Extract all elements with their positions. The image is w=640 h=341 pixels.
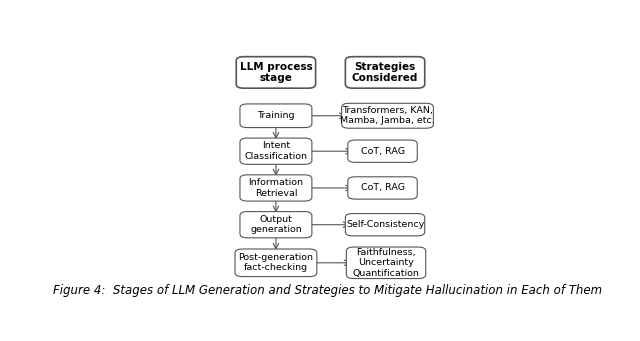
FancyBboxPatch shape xyxy=(236,57,316,88)
Text: Figure 4:  Stages of LLM Generation and Strategies to Mitigate Hallucination in : Figure 4: Stages of LLM Generation and S… xyxy=(53,284,603,297)
Text: Intent
Classification: Intent Classification xyxy=(244,142,307,161)
Text: Post-generation
fact-checking: Post-generation fact-checking xyxy=(239,253,314,272)
Text: Output
generation: Output generation xyxy=(250,215,302,234)
FancyBboxPatch shape xyxy=(240,104,312,128)
Text: Training: Training xyxy=(257,111,294,120)
FancyBboxPatch shape xyxy=(342,103,433,128)
FancyBboxPatch shape xyxy=(346,247,426,279)
Text: CoT, RAG: CoT, RAG xyxy=(360,147,404,156)
Text: Strategies
Considered: Strategies Considered xyxy=(352,62,418,83)
Text: Faithfulness,
Uncertainty
Quantification: Faithfulness, Uncertainty Quantification xyxy=(353,248,419,278)
FancyBboxPatch shape xyxy=(348,177,417,199)
FancyBboxPatch shape xyxy=(235,249,317,277)
FancyBboxPatch shape xyxy=(240,138,312,164)
Text: LLM process
stage: LLM process stage xyxy=(239,62,312,83)
FancyBboxPatch shape xyxy=(346,57,425,88)
Text: Information
Retrieval: Information Retrieval xyxy=(248,178,303,198)
Text: CoT, RAG: CoT, RAG xyxy=(360,183,404,192)
FancyBboxPatch shape xyxy=(346,213,425,236)
FancyBboxPatch shape xyxy=(240,211,312,238)
Text: Transformers, KAN,
Mamba, Jamba, etc.: Transformers, KAN, Mamba, Jamba, etc. xyxy=(340,106,435,125)
FancyBboxPatch shape xyxy=(240,175,312,201)
FancyBboxPatch shape xyxy=(348,140,417,162)
Text: Self-Consistency: Self-Consistency xyxy=(346,220,424,229)
